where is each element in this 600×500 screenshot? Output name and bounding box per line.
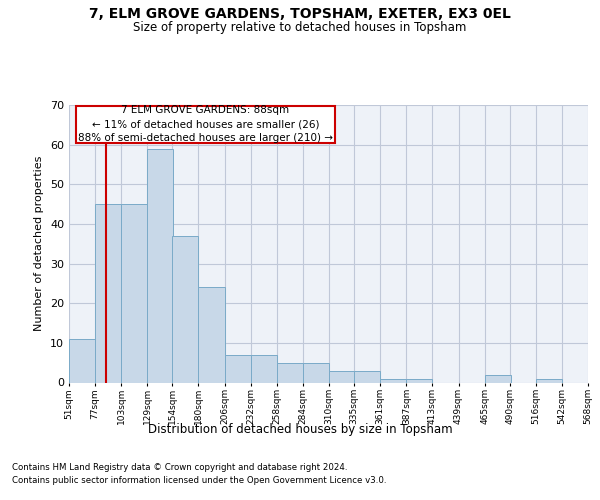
Text: Size of property relative to detached houses in Topsham: Size of property relative to detached ho…: [133, 21, 467, 34]
Bar: [303, 362, 329, 382]
Text: Contains HM Land Registry data © Crown copyright and database right 2024.: Contains HM Land Registry data © Crown c…: [12, 464, 347, 472]
Bar: [380, 378, 406, 382]
Bar: [354, 370, 380, 382]
Bar: [199, 288, 224, 382]
Bar: [277, 362, 303, 382]
Bar: [406, 378, 433, 382]
Bar: [121, 204, 148, 382]
Bar: [485, 374, 511, 382]
FancyBboxPatch shape: [76, 106, 335, 142]
Bar: [329, 370, 355, 382]
Text: Distribution of detached houses by size in Topsham: Distribution of detached houses by size …: [148, 422, 452, 436]
Bar: [69, 339, 95, 382]
Bar: [95, 204, 121, 382]
Text: 7 ELM GROVE GARDENS: 88sqm
← 11% of detached houses are smaller (26)
88% of semi: 7 ELM GROVE GARDENS: 88sqm ← 11% of deta…: [78, 105, 333, 143]
Text: Contains public sector information licensed under the Open Government Licence v3: Contains public sector information licen…: [12, 476, 386, 485]
Bar: [148, 148, 173, 382]
Bar: [224, 355, 251, 382]
Bar: [172, 236, 199, 382]
Y-axis label: Number of detached properties: Number of detached properties: [34, 156, 44, 332]
Bar: [536, 378, 562, 382]
Text: 7, ELM GROVE GARDENS, TOPSHAM, EXETER, EX3 0EL: 7, ELM GROVE GARDENS, TOPSHAM, EXETER, E…: [89, 8, 511, 22]
Bar: [251, 355, 277, 382]
